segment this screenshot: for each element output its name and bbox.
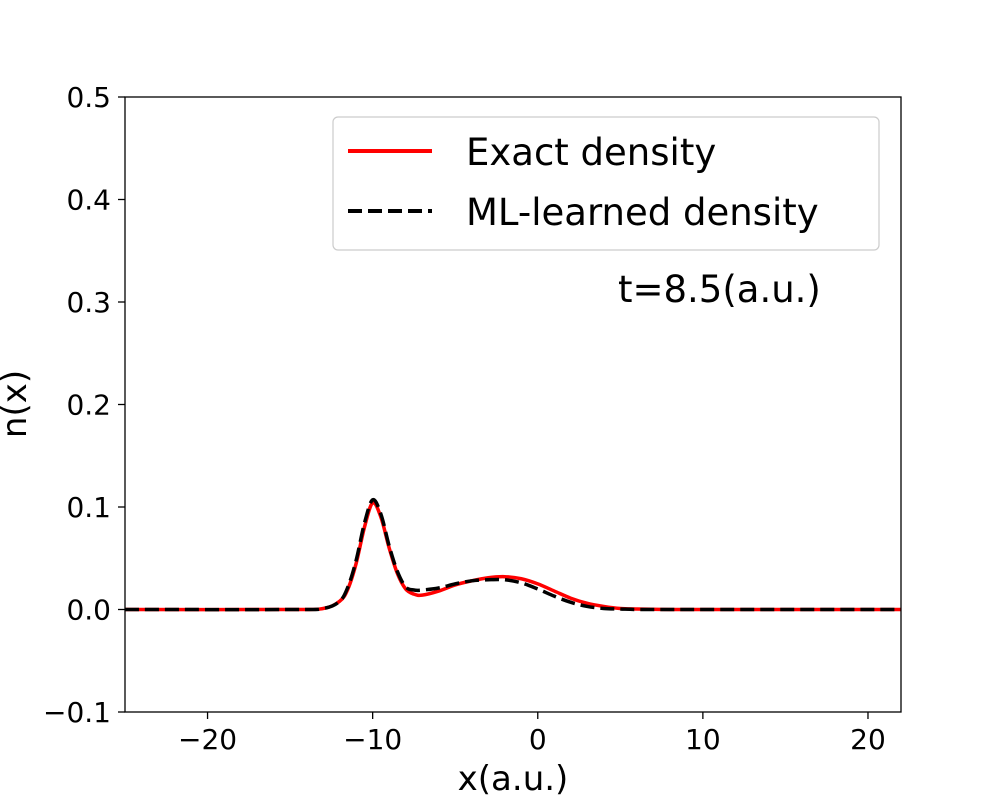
x-axis-label: x(a.u.) (458, 759, 569, 799)
x-tick-label: 0 (529, 723, 547, 756)
y-axis-label: n(x) (0, 370, 35, 438)
series-layer (124, 497, 901, 612)
y-tick-label: 0.5 (66, 81, 111, 114)
x-axis-ticks: −20 −10 0 10 20 (178, 712, 886, 756)
y-tick-label: 0.3 (66, 286, 111, 319)
y-tick-label: −0.1 (43, 696, 111, 729)
series-line-ml-learned-density (124, 497, 901, 612)
y-axis-ticks: −0.1 0.0 0.1 0.2 0.3 0.4 0.5 (43, 81, 125, 729)
legend-box (332, 116, 880, 251)
time-annotation: t=8.5(a.u.) (618, 268, 821, 311)
x-tick-label: 20 (850, 723, 886, 756)
y-tick-label: 0.2 (66, 389, 111, 422)
y-tick-label: 0.1 (66, 491, 111, 524)
y-tick-label: 0.4 (66, 184, 111, 217)
legend: Exact density ML-learned density (332, 116, 880, 251)
x-tick-label: −10 (343, 723, 402, 756)
legend-label-exact: Exact density (466, 131, 716, 174)
legend-label-ml: ML-learned density (466, 191, 819, 234)
x-tick-label: −20 (178, 723, 237, 756)
y-tick-label: 0.0 (66, 594, 111, 627)
x-tick-label: 10 (685, 723, 721, 756)
